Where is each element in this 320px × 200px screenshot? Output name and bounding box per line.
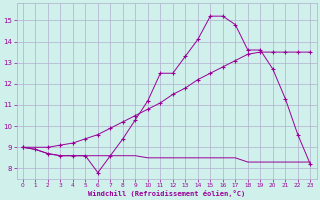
X-axis label: Windchill (Refroidissement éolien,°C): Windchill (Refroidissement éolien,°C) bbox=[88, 190, 245, 197]
